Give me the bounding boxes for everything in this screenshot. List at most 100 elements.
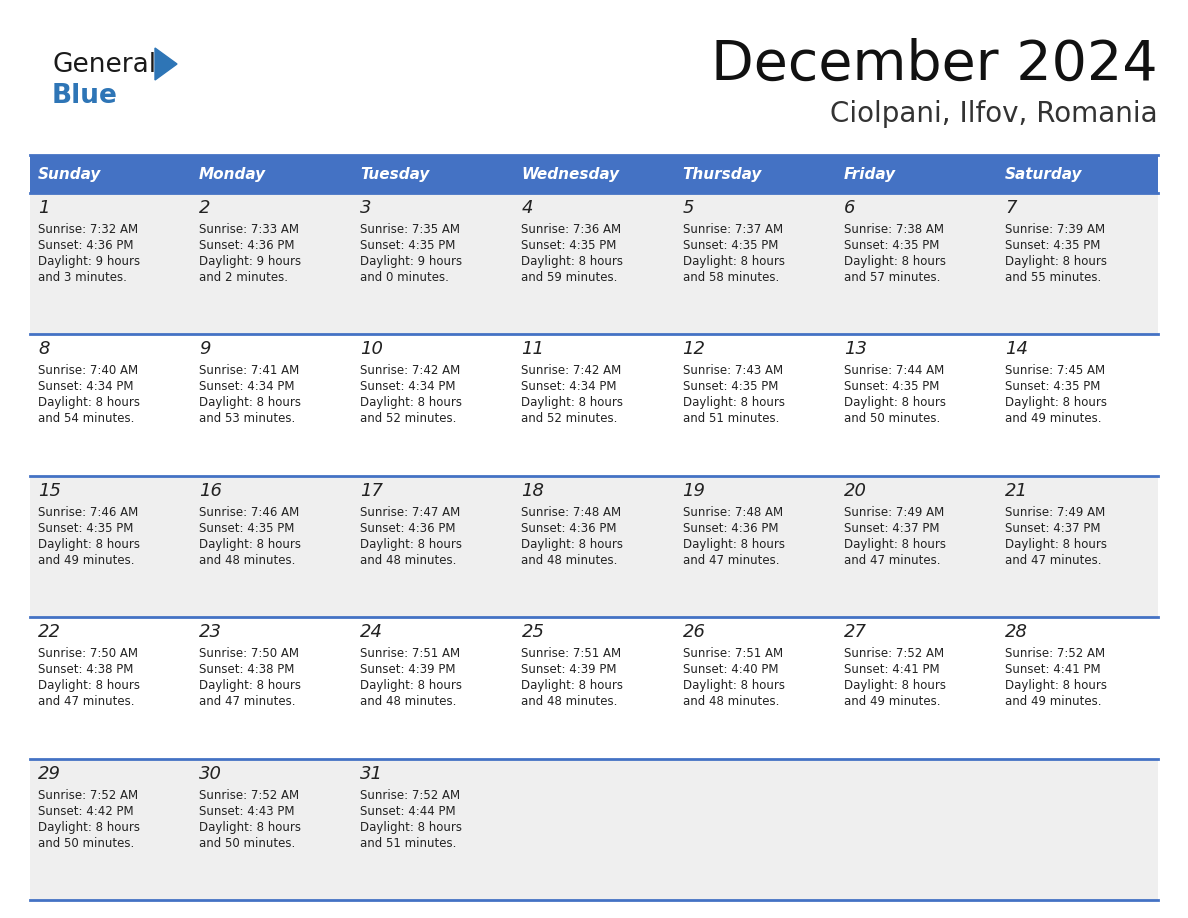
Text: and 52 minutes.: and 52 minutes. bbox=[360, 412, 456, 425]
Text: Sunset: 4:34 PM: Sunset: 4:34 PM bbox=[38, 380, 133, 394]
Text: Sunrise: 7:42 AM: Sunrise: 7:42 AM bbox=[522, 364, 621, 377]
Text: and 51 minutes.: and 51 minutes. bbox=[683, 412, 779, 425]
Text: Sunset: 4:36 PM: Sunset: 4:36 PM bbox=[522, 521, 617, 535]
Text: Daylight: 8 hours: Daylight: 8 hours bbox=[522, 255, 624, 268]
Text: Sunset: 4:35 PM: Sunset: 4:35 PM bbox=[38, 521, 133, 535]
Text: and 48 minutes.: and 48 minutes. bbox=[522, 554, 618, 566]
Text: Thursday: Thursday bbox=[683, 166, 762, 182]
Text: and 47 minutes.: and 47 minutes. bbox=[38, 695, 134, 708]
Text: Sunrise: 7:39 AM: Sunrise: 7:39 AM bbox=[1005, 223, 1105, 236]
Text: 8: 8 bbox=[38, 341, 50, 358]
Text: 22: 22 bbox=[38, 623, 61, 641]
Text: Daylight: 8 hours: Daylight: 8 hours bbox=[1005, 679, 1107, 692]
Text: Sunset: 4:36 PM: Sunset: 4:36 PM bbox=[683, 521, 778, 535]
Text: Daylight: 8 hours: Daylight: 8 hours bbox=[522, 679, 624, 692]
Text: Sunset: 4:34 PM: Sunset: 4:34 PM bbox=[360, 380, 456, 394]
Text: and 48 minutes.: and 48 minutes. bbox=[200, 554, 296, 566]
Text: and 50 minutes.: and 50 minutes. bbox=[200, 836, 296, 849]
Text: Tuesday: Tuesday bbox=[360, 166, 430, 182]
Text: Sunset: 4:42 PM: Sunset: 4:42 PM bbox=[38, 804, 133, 818]
Text: Sunset: 4:35 PM: Sunset: 4:35 PM bbox=[522, 239, 617, 252]
Text: Sunrise: 7:42 AM: Sunrise: 7:42 AM bbox=[360, 364, 461, 377]
Text: and 50 minutes.: and 50 minutes. bbox=[843, 412, 940, 425]
Text: Sunset: 4:35 PM: Sunset: 4:35 PM bbox=[200, 521, 295, 535]
Text: Sunrise: 7:51 AM: Sunrise: 7:51 AM bbox=[683, 647, 783, 660]
Text: 10: 10 bbox=[360, 341, 384, 358]
Text: Sunset: 4:37 PM: Sunset: 4:37 PM bbox=[843, 521, 940, 535]
Text: Sunrise: 7:37 AM: Sunrise: 7:37 AM bbox=[683, 223, 783, 236]
Text: Daylight: 8 hours: Daylight: 8 hours bbox=[1005, 538, 1107, 551]
Bar bbox=[30, 758, 1158, 900]
Text: Sunrise: 7:41 AM: Sunrise: 7:41 AM bbox=[200, 364, 299, 377]
Bar bbox=[675, 155, 835, 193]
Text: Sunrise: 7:49 AM: Sunrise: 7:49 AM bbox=[843, 506, 944, 519]
Text: Sunset: 4:35 PM: Sunset: 4:35 PM bbox=[683, 239, 778, 252]
Text: Sunrise: 7:46 AM: Sunrise: 7:46 AM bbox=[200, 506, 299, 519]
Text: 25: 25 bbox=[522, 623, 544, 641]
Text: and 49 minutes.: and 49 minutes. bbox=[1005, 695, 1101, 708]
Text: and 52 minutes.: and 52 minutes. bbox=[522, 412, 618, 425]
Text: Blue: Blue bbox=[52, 83, 118, 109]
Text: 27: 27 bbox=[843, 623, 867, 641]
Text: and 0 minutes.: and 0 minutes. bbox=[360, 271, 449, 284]
Bar bbox=[30, 193, 1158, 334]
Bar bbox=[353, 155, 513, 193]
Text: Sunrise: 7:45 AM: Sunrise: 7:45 AM bbox=[1005, 364, 1105, 377]
Text: Daylight: 8 hours: Daylight: 8 hours bbox=[1005, 255, 1107, 268]
Polygon shape bbox=[154, 48, 177, 80]
Bar bbox=[30, 334, 1158, 476]
Text: Daylight: 8 hours: Daylight: 8 hours bbox=[843, 255, 946, 268]
Text: Sunset: 4:41 PM: Sunset: 4:41 PM bbox=[1005, 663, 1100, 677]
Text: Daylight: 8 hours: Daylight: 8 hours bbox=[200, 679, 301, 692]
Text: Daylight: 8 hours: Daylight: 8 hours bbox=[843, 679, 946, 692]
Text: Sunset: 4:43 PM: Sunset: 4:43 PM bbox=[200, 804, 295, 818]
Text: Friday: Friday bbox=[843, 166, 896, 182]
Text: and 53 minutes.: and 53 minutes. bbox=[200, 412, 296, 425]
Text: Sunday: Sunday bbox=[38, 166, 101, 182]
Text: 28: 28 bbox=[1005, 623, 1028, 641]
Text: Sunrise: 7:40 AM: Sunrise: 7:40 AM bbox=[38, 364, 138, 377]
Text: Daylight: 8 hours: Daylight: 8 hours bbox=[200, 538, 301, 551]
Text: Sunrise: 7:52 AM: Sunrise: 7:52 AM bbox=[200, 789, 299, 801]
Text: 24: 24 bbox=[360, 623, 384, 641]
Text: 12: 12 bbox=[683, 341, 706, 358]
Text: Daylight: 9 hours: Daylight: 9 hours bbox=[38, 255, 140, 268]
Text: 11: 11 bbox=[522, 341, 544, 358]
Text: Daylight: 8 hours: Daylight: 8 hours bbox=[360, 821, 462, 834]
Text: Ciolpani, Ilfov, Romania: Ciolpani, Ilfov, Romania bbox=[830, 100, 1158, 128]
Text: Sunrise: 7:51 AM: Sunrise: 7:51 AM bbox=[522, 647, 621, 660]
Text: Saturday: Saturday bbox=[1005, 166, 1082, 182]
Text: Sunrise: 7:50 AM: Sunrise: 7:50 AM bbox=[38, 647, 138, 660]
Text: General: General bbox=[52, 52, 156, 78]
Text: Daylight: 8 hours: Daylight: 8 hours bbox=[360, 397, 462, 409]
Text: and 49 minutes.: and 49 minutes. bbox=[1005, 412, 1101, 425]
Text: 26: 26 bbox=[683, 623, 706, 641]
Text: Daylight: 8 hours: Daylight: 8 hours bbox=[683, 397, 784, 409]
Text: 6: 6 bbox=[843, 199, 855, 217]
Text: Daylight: 8 hours: Daylight: 8 hours bbox=[38, 679, 140, 692]
Text: 4: 4 bbox=[522, 199, 533, 217]
Text: Sunset: 4:36 PM: Sunset: 4:36 PM bbox=[360, 521, 456, 535]
Text: and 3 minutes.: and 3 minutes. bbox=[38, 271, 127, 284]
Text: Sunrise: 7:49 AM: Sunrise: 7:49 AM bbox=[1005, 506, 1105, 519]
Text: 30: 30 bbox=[200, 765, 222, 783]
Text: Sunrise: 7:38 AM: Sunrise: 7:38 AM bbox=[843, 223, 943, 236]
Text: Sunrise: 7:36 AM: Sunrise: 7:36 AM bbox=[522, 223, 621, 236]
Text: Sunset: 4:35 PM: Sunset: 4:35 PM bbox=[843, 239, 939, 252]
Text: and 59 minutes.: and 59 minutes. bbox=[522, 271, 618, 284]
Bar bbox=[835, 155, 997, 193]
Text: and 48 minutes.: and 48 minutes. bbox=[360, 554, 456, 566]
Text: Daylight: 8 hours: Daylight: 8 hours bbox=[522, 538, 624, 551]
Text: 29: 29 bbox=[38, 765, 61, 783]
Text: Daylight: 9 hours: Daylight: 9 hours bbox=[200, 255, 302, 268]
Text: 9: 9 bbox=[200, 341, 210, 358]
Text: and 54 minutes.: and 54 minutes. bbox=[38, 412, 134, 425]
Text: Sunrise: 7:47 AM: Sunrise: 7:47 AM bbox=[360, 506, 461, 519]
Text: and 55 minutes.: and 55 minutes. bbox=[1005, 271, 1101, 284]
Text: Sunset: 4:34 PM: Sunset: 4:34 PM bbox=[522, 380, 617, 394]
Text: Daylight: 8 hours: Daylight: 8 hours bbox=[683, 538, 784, 551]
Text: Sunrise: 7:52 AM: Sunrise: 7:52 AM bbox=[360, 789, 461, 801]
Text: 17: 17 bbox=[360, 482, 384, 499]
Text: Sunset: 4:38 PM: Sunset: 4:38 PM bbox=[200, 663, 295, 677]
Text: Sunrise: 7:50 AM: Sunrise: 7:50 AM bbox=[200, 647, 299, 660]
